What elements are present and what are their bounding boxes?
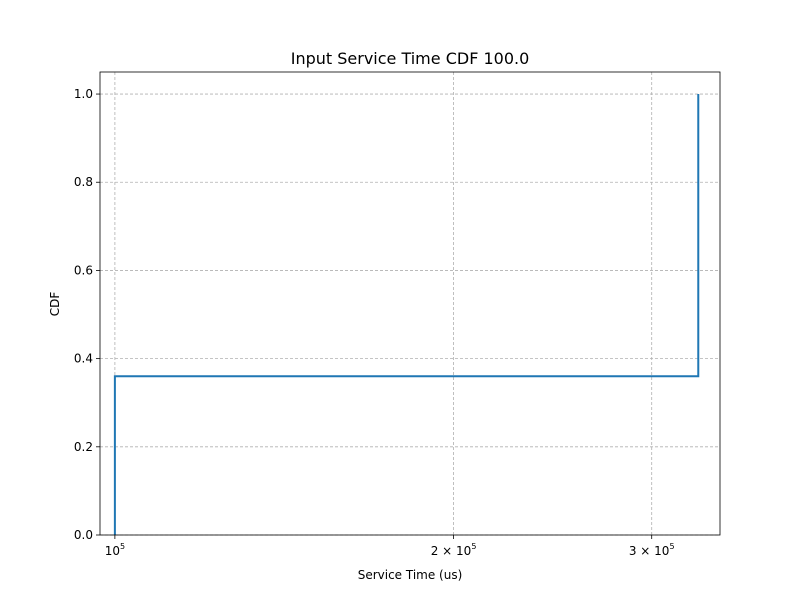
x-tick-exponent: 5 — [471, 542, 476, 551]
x-tick-exponent: 5 — [120, 542, 125, 551]
x-tick-coef: 2 × — [431, 544, 456, 558]
x-tick-base: 10 — [654, 544, 669, 558]
x-tick-exponent: 5 — [669, 542, 674, 551]
x-axis-label: Service Time (us) — [358, 568, 463, 582]
y-tick-label: 0.4 — [74, 352, 93, 366]
x-tick-base: 10 — [456, 544, 471, 558]
x-tick-label: 2 × 105 — [431, 542, 477, 558]
x-tick-base: 10 — [105, 544, 120, 558]
y-tick-label: 0.6 — [74, 263, 93, 277]
x-tick-label: 3 × 105 — [629, 542, 675, 558]
x-tick-coef: 3 × — [629, 544, 654, 558]
cdf-step-line — [113, 94, 700, 535]
y-tick-label: 0.8 — [74, 175, 93, 189]
plot-frame — [99, 71, 721, 536]
y-axis-label: CDF — [48, 292, 62, 317]
grid-layer — [100, 72, 720, 536]
series-layer — [113, 94, 700, 535]
chart-title: Input Service Time CDF 100.0 — [291, 49, 530, 68]
y-tick-label: 0.0 — [74, 528, 93, 542]
x-tick-label: 105 — [105, 542, 125, 558]
y-tick-label: 0.2 — [74, 440, 93, 454]
y-tick-label: 1.0 — [74, 87, 93, 101]
